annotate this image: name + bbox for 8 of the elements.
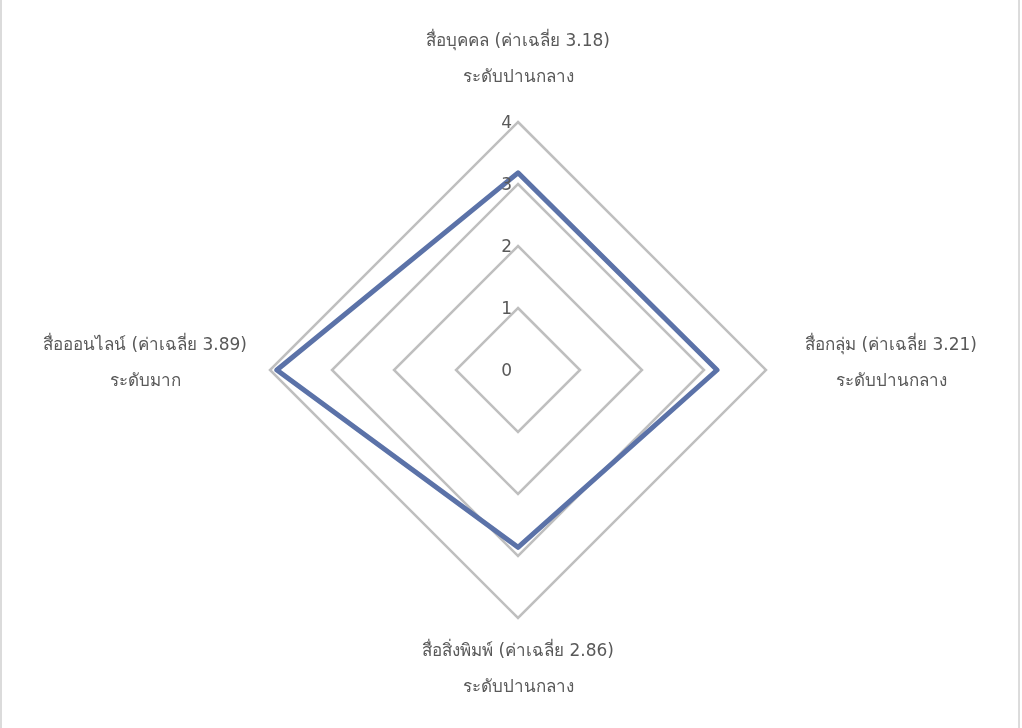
spoke-label: สื่อบุคคล (ค่าเฉลี่ย 3.18) ระดับปานกลาง <box>426 28 610 86</box>
y-tick-label: 2 <box>501 235 512 256</box>
y-tick-label: 4 <box>501 111 512 132</box>
spoke-label: สื่อออนไลน์ (ค่าเฉลี่ย 3.89) ระดับมาก <box>43 332 247 390</box>
spoke-label: สื่อกลุ่ม (ค่าเฉลี่ย 3.21) ระดับปานกลาง <box>805 332 977 390</box>
y-tick-label: 0 <box>501 359 512 380</box>
y-tick-label: 1 <box>501 297 512 318</box>
spoke-label: สื่อสิ่งพิมพ์ (ค่าเฉลี่ย 2.86) ระดับปานกลาง <box>422 638 614 696</box>
